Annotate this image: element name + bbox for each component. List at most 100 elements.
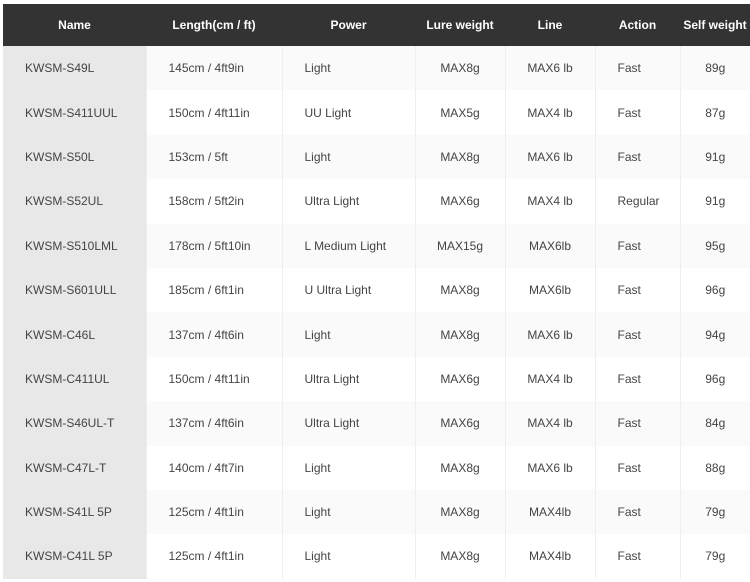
line-cell: MAX4 lb (504, 356, 595, 402)
name-cell: KWSM-S50L (3, 134, 146, 180)
action-cell: Fast (594, 46, 680, 91)
header-power: Power (282, 4, 415, 46)
length-cell: 158cm / 5ft2in (145, 179, 282, 224)
action-cell: Fast (594, 401, 680, 446)
power-cell: U Ultra Light (281, 267, 415, 313)
lure-weight-cell: MAX8g (414, 534, 505, 579)
lure-weight-cell: MAX8g (414, 134, 505, 180)
name-cell: KWSM-S52UL (3, 179, 146, 224)
header-row: Name Length(cm / ft) Power Lure weight L… (3, 4, 750, 46)
lure-weight-cell: MAX6g (414, 401, 505, 446)
action-cell: Fast (594, 134, 680, 180)
length-cell: 150cm / 4ft11in (145, 90, 282, 135)
name-cell: KWSM-S46UL-T (3, 401, 146, 446)
spec-table: Name Length(cm / ft) Power Lure weight L… (3, 4, 750, 579)
line-cell: MAX6 lb (504, 445, 595, 490)
table-row: KWSM-S510LML 178cm / 5ft10in L Medium Ligh… (3, 223, 750, 268)
header-length: Length(cm / ft) (146, 4, 282, 46)
line-cell: MAX4lb (504, 489, 595, 535)
action-cell: Fast (594, 356, 680, 402)
self-weight-cell: 88g (679, 445, 750, 490)
lure-weight-cell: MAX8g (414, 312, 505, 357)
lure-weight-cell: MAX6g (414, 179, 505, 224)
lure-weight-cell: MAX15g (414, 223, 505, 268)
action-cell: Fast (594, 534, 680, 579)
lure-weight-cell: MAX8g (414, 489, 505, 535)
power-cell: Ultra Light (281, 179, 415, 224)
action-cell: Fast (594, 223, 680, 268)
power-cell: Light (281, 534, 415, 579)
power-cell: Light (281, 46, 415, 91)
lure-weight-cell: MAX6g (414, 356, 505, 402)
self-weight-cell: 79g (679, 489, 750, 535)
self-weight-cell: 94g (679, 312, 750, 357)
length-cell: 125cm / 4ft1in (145, 489, 282, 535)
action-cell: Fast (594, 489, 680, 535)
line-cell: MAX4 lb (504, 401, 595, 446)
self-weight-cell: 91g (679, 179, 750, 224)
lure-weight-cell: MAX8g (414, 46, 505, 91)
header-lure-weight: Lure weight (415, 4, 505, 46)
name-cell: KWSM-S49L (3, 46, 146, 91)
table-row: KWSM-S49L 145cm / 4ft9in Light MAX8g MAX6 lb… (3, 46, 750, 91)
power-cell: UU Light (281, 90, 415, 135)
length-cell: 185cm / 6ft1in (145, 267, 282, 313)
name-cell: KWSM-C47L-T (3, 445, 146, 490)
lure-weight-cell: MAX8g (414, 267, 505, 313)
lure-weight-cell: MAX5g (414, 90, 505, 135)
length-cell: 125cm / 4ft1in (145, 534, 282, 579)
power-cell: Ultra Light (281, 356, 415, 402)
self-weight-cell: 96g (679, 356, 750, 402)
table-row: KWSM-C41L 5P 125cm / 4ft1in Light MAX8g MAX4… (3, 534, 750, 579)
self-weight-cell: 89g (679, 46, 750, 91)
line-cell: MAX6lb (504, 267, 595, 313)
length-cell: 150cm / 4ft11in (145, 356, 282, 402)
table-header: Name Length(cm / ft) Power Lure weight L… (3, 4, 750, 46)
power-cell: L Medium Light (281, 223, 415, 268)
length-cell: 178cm / 5ft10in (145, 223, 282, 268)
line-cell: MAX4 lb (504, 179, 595, 224)
self-weight-cell: 87g (679, 90, 750, 135)
action-cell: Fast (594, 445, 680, 490)
self-weight-cell: 84g (679, 401, 750, 446)
table-row: KWSM-S41L 5P 125cm / 4ft1in Light MAX8g MAX4… (3, 489, 750, 535)
header-action: Action (595, 4, 680, 46)
lure-weight-cell: MAX8g (414, 445, 505, 490)
line-cell: MAX4 lb (504, 90, 595, 135)
table-row: KWSM-S411UUL 150cm / 4ft11in UU Light MAX5g… (3, 90, 750, 135)
table-row: KWSM-C47L-T 140cm / 4ft7in Light MAX8g MAX6 … (3, 445, 750, 490)
name-cell: KWSM-S411UUL (3, 90, 146, 135)
table-row: KWSM-C411UL 150cm / 4ft11in Ultra Light MAX… (3, 356, 750, 402)
self-weight-cell: 95g (679, 223, 750, 268)
table-row: KWSM-S46UL-T 137cm / 4ft6in Ultra Light MAX… (3, 401, 750, 446)
name-cell: KWSM-S41L 5P (3, 489, 146, 535)
line-cell: MAX6lb (504, 223, 595, 268)
self-weight-cell: 96g (679, 267, 750, 313)
header-line: Line (505, 4, 595, 46)
length-cell: 153cm / 5ft (145, 134, 282, 180)
line-cell: MAX4lb (504, 534, 595, 579)
action-cell: Fast (594, 312, 680, 357)
name-cell: KWSM-S510LML (3, 223, 146, 268)
name-cell: KWSM-C41L 5P (3, 534, 146, 579)
length-cell: 145cm / 4ft9in (145, 46, 282, 91)
name-cell: KWSM-C46L (3, 312, 146, 357)
length-cell: 140cm / 4ft7in (145, 445, 282, 490)
action-cell: Fast (594, 90, 680, 135)
line-cell: MAX6 lb (504, 312, 595, 357)
line-cell: MAX6 lb (504, 46, 595, 91)
line-cell: MAX6 lb (504, 134, 595, 180)
table-row: KWSM-C46L 137cm / 4ft6in Light MAX8g MAX6 lb… (3, 312, 750, 357)
length-cell: 137cm / 4ft6in (145, 401, 282, 446)
power-cell: Light (281, 489, 415, 535)
self-weight-cell: 91g (679, 134, 750, 180)
header-self-weight: Self weight (680, 4, 750, 46)
table-row: KWSM-S52UL 158cm / 5ft2in Ultra Light MAX6g… (3, 179, 750, 224)
header-name: Name (3, 4, 146, 46)
table-row: KWSM-S50L 153cm / 5ft Light MAX8g MAX6 lb Fas… (3, 134, 750, 180)
power-cell: Light (281, 445, 415, 490)
self-weight-cell: 79g (679, 534, 750, 579)
power-cell: Light (281, 134, 415, 180)
action-cell: Fast (594, 267, 680, 313)
name-cell: KWSM-S601ULL (3, 267, 146, 313)
